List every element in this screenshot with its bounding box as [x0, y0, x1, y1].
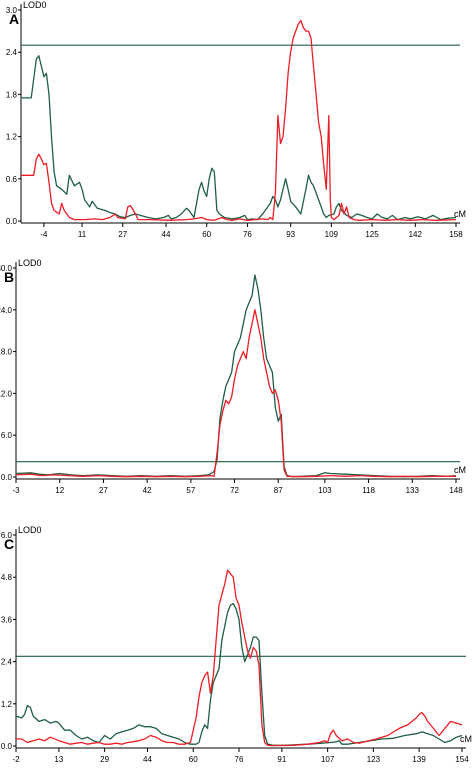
series-line-green — [15, 602, 463, 746]
x-tick-label: 154 — [455, 755, 469, 764]
y-tick-label: 12.0 — [0, 389, 13, 398]
y-tick-label: 3.0 — [6, 6, 18, 15]
y-tick-label: 1.8 — [6, 90, 18, 99]
x-tick-label: 118 — [362, 486, 375, 495]
series-line-red — [16, 569, 463, 747]
x-tick-label: 29 — [100, 755, 109, 764]
x-tick-label: 87 — [274, 486, 283, 495]
chart-panel-b: B LOD0 cM 0.0 6.0 12.0 18.0 24.0 30.0 -3 12 27 42 57 7… — [0, 258, 466, 495]
x-tick-label: -4 — [40, 230, 48, 239]
y-axis-label: LOD0 — [18, 525, 42, 535]
x-tick-label: 139 — [412, 755, 426, 764]
x-tick-label: 123 — [367, 755, 381, 764]
x-tick-label: 148 — [449, 486, 463, 495]
x-tick-label: 109 — [325, 230, 339, 239]
series-line-red — [15, 309, 456, 478]
y-tick-label: 0.0 — [1, 473, 13, 482]
y-tick-label: 2.4 — [6, 48, 18, 57]
x-tick-label: -3 — [12, 486, 20, 495]
x-tick-label: 142 — [409, 230, 423, 239]
panel-letter: B — [4, 269, 14, 285]
x-tick-label: 72 — [230, 486, 239, 495]
x-tick-label: 27 — [118, 230, 127, 239]
panel-letter: C — [4, 536, 14, 552]
x-tick-label: 11 — [78, 230, 87, 239]
y-tick-label: 0.0 — [1, 742, 13, 751]
y-tick-label: 6.0 — [1, 431, 13, 440]
y-tick-label: 0.0 — [6, 217, 18, 226]
x-tick-label: 125 — [365, 230, 379, 239]
y-tick-label: 18.0 — [0, 348, 13, 357]
x-tick-label: 93 — [286, 230, 295, 239]
panel-letter: A — [9, 11, 19, 27]
y-tick-label: 24.0 — [0, 306, 13, 315]
x-tick-label: 103 — [318, 486, 332, 495]
x-axis-label: cM — [460, 734, 472, 744]
x-tick-label: 13 — [54, 755, 63, 764]
x-tick-label: 44 — [162, 230, 171, 239]
y-tick-label: 2.4 — [1, 658, 13, 667]
x-axis-label: cM — [454, 209, 466, 219]
y-tick-label: 30.0 — [0, 264, 13, 273]
x-tick-label: 76 — [243, 230, 252, 239]
chart-panel-a: A LOD0 cM 0.0 0.6 1.2 1.8 2.4 3.0 -4 11 27 44 60 76 93 1… — [6, 0, 466, 239]
x-tick-label: 60 — [189, 755, 198, 764]
y-tick-label: 4.8 — [1, 573, 13, 582]
y-tick-label: 1.2 — [1, 700, 13, 709]
y-axis-label: LOD0 — [23, 0, 47, 10]
chart-panel-c: C LOD0 cM 0.0 1.2 2.4 3.6 4.8 6.0 -2 13 29 44 60 76 91 1… — [1, 525, 472, 764]
x-tick-label: 12 — [55, 486, 64, 495]
x-tick-label: 107 — [321, 755, 335, 764]
x-tick-label: 60 — [202, 230, 211, 239]
x-axis-label: cM — [454, 465, 466, 475]
x-tick-label: -2 — [12, 755, 20, 764]
x-tick-label: 57 — [186, 486, 195, 495]
y-tick-label: 6.0 — [1, 531, 13, 540]
x-tick-label: 76 — [235, 755, 244, 764]
series-line-green — [21, 55, 457, 221]
y-tick-label: 0.6 — [6, 175, 18, 184]
series-line-green — [15, 274, 457, 478]
y-tick-label: 1.2 — [6, 133, 18, 142]
x-tick-label: 27 — [99, 486, 108, 495]
x-tick-label: 91 — [277, 755, 286, 764]
series-line-red — [21, 19, 457, 221]
y-tick-label: 3.6 — [1, 615, 13, 624]
x-tick-label: 133 — [406, 486, 420, 495]
x-tick-label: 44 — [143, 755, 152, 764]
x-tick-label: 42 — [143, 486, 152, 495]
x-tick-label: 158 — [449, 230, 463, 239]
y-axis-label: LOD0 — [18, 258, 42, 268]
